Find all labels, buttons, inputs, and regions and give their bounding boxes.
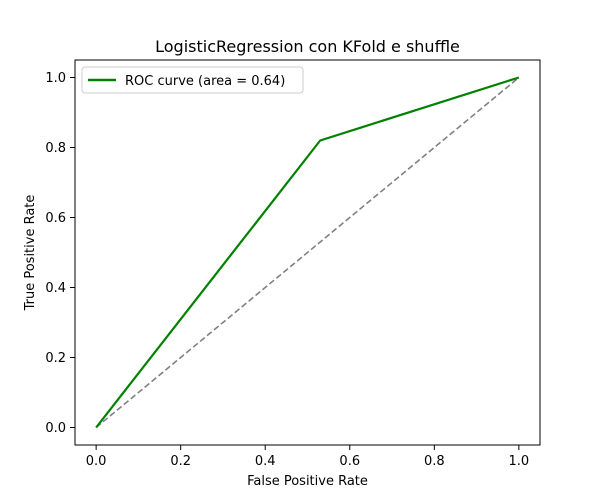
axes-frame	[74, 59, 541, 446]
y-tick-label: 1.0	[45, 71, 66, 86]
baseline-diagonal-line	[95, 76, 520, 429]
x-tick-label: 0.0	[86, 454, 107, 469]
legend-box	[81, 66, 304, 94]
x-tick-label: 0.4	[255, 454, 276, 469]
y-tick-label: 0.8	[45, 141, 66, 156]
legend: ROC curve (area = 0.64)	[81, 66, 304, 94]
y-tick-label: 0.6	[45, 211, 66, 226]
x-ticks: 0.0 0.2 0.4 0.6 0.8 1.0	[86, 445, 529, 469]
series-layer	[95, 76, 520, 429]
y-ticks: 0.0 0.2 0.4 0.6 0.8 1.0	[45, 71, 75, 436]
x-tick-label: 0.8	[424, 454, 445, 469]
x-tick-label: 1.0	[509, 454, 530, 469]
y-tick-label: 0.4	[45, 281, 66, 296]
y-tick-label: 0.2	[45, 351, 66, 366]
x-tick-label: 0.6	[339, 454, 360, 469]
x-axis-label: False Positive Rate	[247, 474, 368, 489]
axes-layer	[74, 59, 541, 446]
roc-curve-line	[95, 76, 520, 429]
x-tick-label: 0.2	[170, 454, 191, 469]
legend-label-roc: ROC curve (area = 0.64)	[125, 74, 285, 89]
y-tick-label: 0.0	[45, 421, 66, 436]
chart-title: LogisticRegression con KFold e shuffle	[155, 37, 460, 56]
y-axis-label: True Positive Rate	[23, 195, 38, 312]
